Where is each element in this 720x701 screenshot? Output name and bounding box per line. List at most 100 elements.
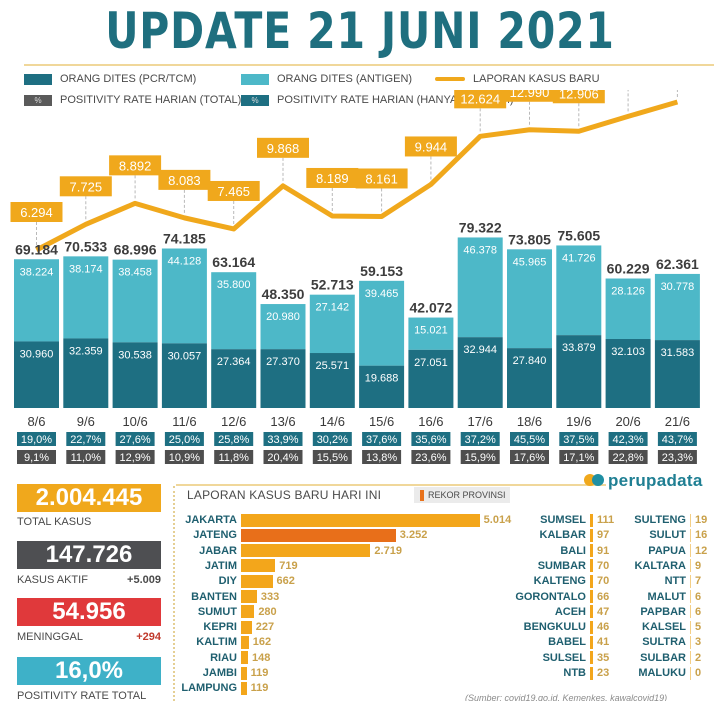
pr-pcr-value: 27,6% bbox=[119, 434, 150, 446]
antigen-value: 41.726 bbox=[562, 252, 596, 264]
total-cases-value: 2.004.445 bbox=[17, 484, 161, 512]
pr-pcr-value: 19,0% bbox=[21, 434, 52, 446]
province-name: SULSEL bbox=[542, 651, 586, 664]
province-row: BABEL 41 bbox=[488, 635, 609, 649]
province-value: 7 bbox=[695, 575, 702, 588]
legend-pcr-label: ORANG DITES (PCR/TCM) bbox=[60, 73, 197, 85]
date-label: 14/6 bbox=[320, 414, 345, 429]
cases-label-box bbox=[503, 90, 556, 102]
province-row: MALUT 6 bbox=[620, 590, 701, 604]
pcr-value: 19.688 bbox=[365, 373, 399, 385]
province-row: KALTIM 162 bbox=[177, 635, 271, 649]
positivity-label: POSITIVITY RATE TOTAL bbox=[17, 690, 147, 701]
antigen-value: 39.465 bbox=[365, 288, 399, 300]
province-bar bbox=[590, 605, 593, 619]
province-name: KALTARA bbox=[634, 559, 686, 572]
pr-pcr-box bbox=[362, 432, 402, 446]
pcr-value: 27.840 bbox=[513, 355, 547, 367]
province-value: 19 bbox=[695, 514, 708, 526]
pr-pcr-value: 30,2% bbox=[317, 434, 348, 446]
legend-antigen: ORANG DITES (ANTIGEN) bbox=[241, 73, 412, 85]
province-value: 719 bbox=[279, 559, 298, 572]
pcr-value: 32.359 bbox=[69, 345, 103, 357]
pr-total-box bbox=[608, 450, 648, 464]
province-name: JATENG bbox=[193, 529, 237, 542]
cases-label-box bbox=[158, 169, 211, 190]
pr-pcr-box bbox=[608, 432, 648, 446]
province-value: 97 bbox=[597, 529, 610, 542]
province-value: 2 bbox=[695, 651, 702, 664]
province-name: DIY bbox=[218, 575, 237, 588]
pcr-bar bbox=[507, 348, 552, 408]
pcr-value: 30.538 bbox=[118, 349, 152, 361]
total-tests-value: 48.350 bbox=[262, 286, 305, 302]
province-name: NTB bbox=[563, 667, 586, 679]
antigen-value: 20.980 bbox=[266, 311, 300, 323]
date-label: 11/6 bbox=[172, 414, 196, 429]
province-row: LAMPUNG 119 bbox=[177, 681, 268, 695]
province-row: SULTENG 19 bbox=[620, 513, 707, 527]
province-value: 227 bbox=[255, 621, 275, 634]
antigen-value: 30.778 bbox=[661, 281, 695, 293]
pcr-bar bbox=[408, 349, 454, 408]
province-row: KEPRI 227 bbox=[177, 620, 274, 634]
cases-label-box bbox=[59, 176, 112, 197]
date-label: 19/6 bbox=[566, 414, 591, 429]
province-row: SULTRA 3 bbox=[620, 635, 701, 649]
province-bar bbox=[241, 544, 371, 558]
antigen-value: 28.126 bbox=[611, 286, 645, 298]
province-row: NTB 23 bbox=[488, 666, 609, 680]
pr-pcr-box bbox=[559, 432, 599, 446]
total-cases-label: TOTAL KASUS bbox=[17, 516, 92, 528]
pcr-value: 30.057 bbox=[168, 350, 202, 362]
pr-total-value: 17,1% bbox=[563, 452, 594, 464]
province-value: 148 bbox=[252, 651, 271, 664]
province-bar bbox=[690, 666, 691, 680]
pr-pcr-box bbox=[460, 432, 500, 446]
province-bar bbox=[590, 528, 593, 542]
page-title: UPDATE 21 JUNI 2021 bbox=[105, 2, 615, 60]
total-tests-value: 42.072 bbox=[409, 300, 452, 316]
pr-pcr-value: 37,5% bbox=[563, 434, 594, 446]
province-name: JAKARTA bbox=[185, 514, 237, 526]
province-bar bbox=[590, 651, 593, 665]
pr-pcr-value: 42,3% bbox=[612, 434, 643, 446]
province-row: JABAR 2.719 bbox=[177, 544, 402, 558]
pr-total-value: 9,1% bbox=[24, 452, 49, 464]
province-row: JATIM 719 bbox=[177, 559, 298, 573]
cases-label: 9.944 bbox=[415, 139, 448, 154]
deaths-label: MENINGGAL bbox=[17, 631, 84, 643]
province-name: KALSEL bbox=[642, 621, 686, 634]
date-label: 9/6 bbox=[77, 414, 95, 429]
province-name: JAMBI bbox=[202, 667, 237, 679]
pcr-bar bbox=[457, 337, 503, 408]
antigen-value: 15.021 bbox=[414, 325, 448, 337]
total-tests-value: 79.322 bbox=[459, 219, 502, 235]
province-bar bbox=[590, 544, 593, 558]
pr-total-box bbox=[460, 450, 500, 464]
antigen-value: 44.128 bbox=[168, 256, 202, 268]
vertical-dotted-divider bbox=[173, 486, 175, 701]
pcr-value: 31.583 bbox=[661, 347, 695, 359]
province-value: 16 bbox=[695, 529, 708, 542]
province-bar bbox=[690, 559, 691, 573]
pr-pcr-value: 37,6% bbox=[366, 434, 397, 446]
pr-pcr-box bbox=[17, 432, 56, 446]
pr-pcr-box bbox=[411, 432, 451, 446]
province-row: NTT 7 bbox=[620, 574, 701, 588]
total-tests-value: 52.713 bbox=[311, 277, 354, 293]
province-value: 119 bbox=[250, 667, 269, 679]
province-name: SUMSEL bbox=[540, 514, 586, 526]
province-row: PAPUA 12 bbox=[620, 544, 707, 558]
province-value: 162 bbox=[252, 636, 272, 649]
province-value: 5 bbox=[695, 621, 702, 634]
pr-total-value: 20,4% bbox=[267, 452, 298, 464]
province-value: 333 bbox=[260, 590, 280, 603]
province-row: KALTARA 9 bbox=[620, 559, 701, 573]
province-name: NTT bbox=[664, 575, 686, 588]
province-bar bbox=[590, 620, 593, 634]
province-value: 2.719 bbox=[374, 544, 402, 557]
cases-label: 12.990 bbox=[510, 90, 550, 100]
provinces-title: LAPORAN KASUS BARU HARI INI bbox=[187, 488, 382, 502]
province-name: SULTENG bbox=[634, 514, 686, 526]
